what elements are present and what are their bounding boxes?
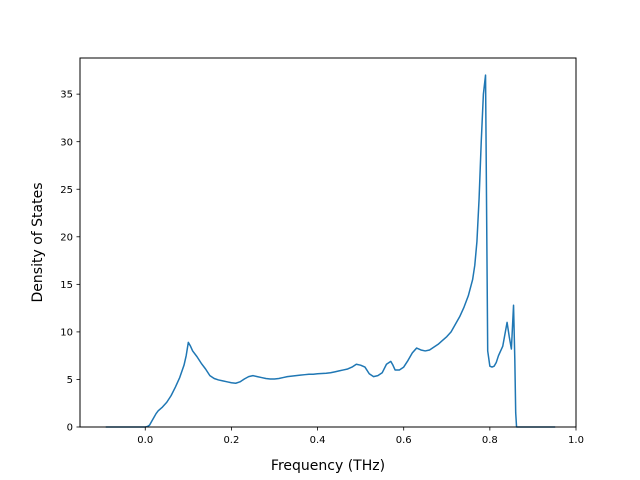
x-tick-label: 0.2	[223, 435, 239, 446]
y-tick-label: 15	[60, 280, 73, 291]
y-tick-label: 0	[67, 423, 73, 434]
x-tick-label: 0.8	[482, 435, 498, 446]
y-tick-label: 20	[60, 232, 73, 243]
y-tick-label: 10	[60, 327, 73, 338]
x-axis-label: Frequency (THz)	[271, 458, 385, 474]
y-tick-label: 30	[60, 137, 73, 148]
x-tick-label: 0.0	[137, 435, 153, 446]
series-layer	[105, 74, 556, 428]
y-axis-ticks: 0 5 10 15 20 25 30 35	[60, 90, 80, 434]
x-axis-ticks: 0.0 0.2 0.4 0.6 0.8 1.0	[137, 427, 584, 446]
y-tick-label: 5	[67, 375, 73, 386]
series-line-0	[105, 74, 556, 428]
y-tick-label: 25	[60, 185, 73, 196]
plot-frame	[79, 57, 577, 428]
x-tick-label: 1.0	[568, 435, 584, 446]
x-tick-label: 0.4	[310, 435, 326, 446]
x-tick-label: 0.6	[396, 435, 412, 446]
y-tick-label: 35	[60, 90, 73, 101]
y-axis-label: Density of States	[30, 183, 46, 303]
